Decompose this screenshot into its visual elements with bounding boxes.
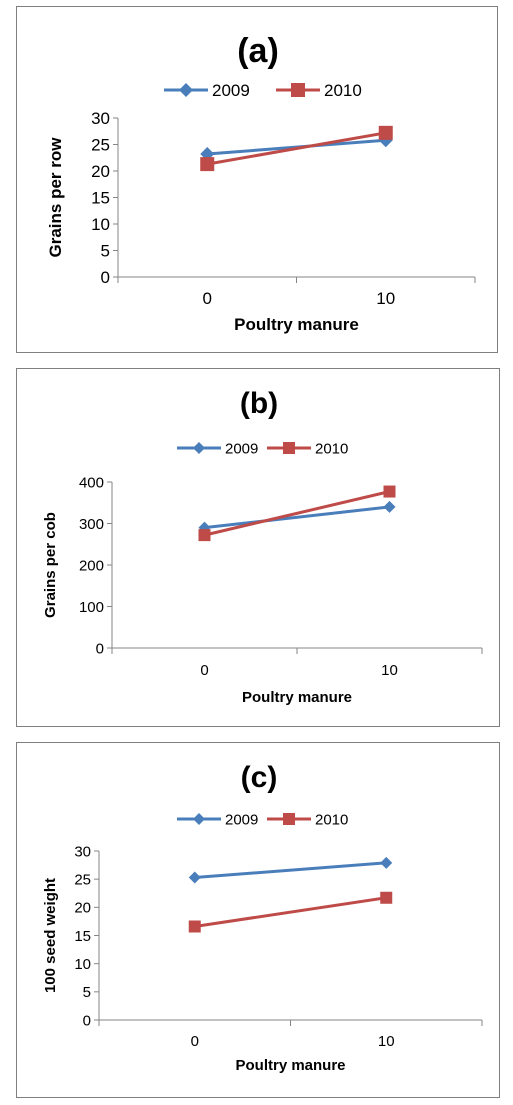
legend-label-2010: 2010 — [324, 81, 362, 100]
chart-b-ytick-label: 400 — [79, 474, 104, 491]
chart-b-title: (b) — [240, 387, 278, 420]
chart-b-y-axis-label: Grains per cob — [42, 512, 59, 618]
chart-panel-c: (c) 2009 2010 0 5 10 15 20 25 30 0 10 Poultry manure… — [16, 742, 500, 1098]
chart-a-ytick-label: 30 — [91, 109, 110, 128]
chart-c-ytick-label: 25 — [74, 871, 91, 888]
chart-b-xtick-label: 0 — [200, 662, 208, 679]
series-line-2010 — [204, 490, 390, 537]
chart-b-ytick-label: 100 — [79, 599, 104, 616]
chart-a-ytick-label: 5 — [101, 241, 110, 260]
legend-label-2009: 2009 — [212, 81, 250, 100]
data-point-2009 — [188, 871, 201, 884]
series-line-2009 — [204, 505, 390, 530]
chart-c-x-axis-label: Poultry manure — [235, 1057, 345, 1074]
legend-marker-2009 — [193, 442, 205, 454]
series-line-2010 — [206, 131, 387, 166]
chart-c-ytick-label: 5 — [83, 984, 91, 1001]
series-line-2010 — [194, 896, 387, 928]
legend-marker-2009 — [193, 813, 205, 825]
data-point-2009 — [383, 500, 396, 513]
chart-c-ytick-label: 10 — [74, 956, 91, 973]
chart-b-x-axis-label: Poultry manure — [242, 689, 352, 706]
data-point-2009 — [198, 521, 211, 534]
data-point-2009 — [380, 856, 393, 869]
chart-a-y-axis-label: Grains per row — [46, 137, 65, 258]
chart-a-svg: (a) 2009 2010 0 5 10 15 20 25 30 0 10 Poultry manure… — [46, 32, 476, 334]
legend-marker-2010 — [291, 83, 305, 97]
legend-marker-2010 — [283, 442, 295, 454]
chart-a-ytick-label: 15 — [91, 188, 110, 207]
chart-a-xtick-label: 0 — [203, 289, 212, 308]
chart-b-xtick-label: 10 — [381, 662, 398, 679]
chart-a-ytick-label: 20 — [91, 162, 110, 181]
legend-marker-2010 — [283, 813, 295, 825]
chart-c-ytick-label: 0 — [83, 1012, 91, 1029]
data-point-2010 — [200, 157, 215, 172]
chart-b-ytick-label: 300 — [79, 516, 104, 533]
chart-b-ytick-label: 200 — [79, 557, 104, 574]
chart-a-x-axis-label: Poultry manure — [234, 315, 359, 334]
chart-a-xtick-label: 10 — [376, 289, 395, 308]
data-point-2010 — [378, 125, 393, 140]
data-point-2010 — [383, 485, 396, 498]
chart-b-svg: (b) 2009 2010 0 100 200 300 400 0 10 Poultry manur… — [42, 387, 483, 706]
legend-label-2009: 2009 — [225, 440, 258, 457]
legend-label-2009: 2009 — [225, 811, 258, 828]
data-point-2010 — [198, 529, 211, 542]
data-point-2010 — [380, 891, 393, 904]
legend-label-2010: 2010 — [315, 811, 348, 828]
legend-label-2010: 2010 — [315, 440, 348, 457]
chart-b-ytick-label: 0 — [96, 640, 104, 657]
chart-c-xtick-label: 0 — [191, 1033, 199, 1050]
chart-c-xtick-label: 10 — [378, 1033, 395, 1050]
chart-c-title: (c) — [241, 761, 278, 794]
series-line-2009 — [194, 861, 387, 879]
chart-c-ytick-label: 15 — [74, 928, 91, 945]
chart-c-svg: (c) 2009 2010 0 5 10 15 20 25 30 0 10 Poultry manure… — [42, 761, 483, 1074]
chart-c-ytick-label: 30 — [74, 843, 91, 860]
chart-c-y-axis-label: 100 seed weight — [42, 878, 59, 993]
chart-a-ytick-label: 25 — [91, 135, 110, 154]
chart-panel-b: (b) 2009 2010 0 100 200 300 400 0 10 Poultry manur… — [16, 368, 500, 727]
chart-c-ytick-label: 20 — [74, 900, 91, 917]
chart-a-ytick-label: 0 — [101, 268, 110, 287]
data-point-2010 — [188, 920, 201, 933]
legend-marker-2009 — [179, 83, 193, 97]
chart-panel-a: (a) 2009 2010 0 5 10 15 20 25 30 0 10 Poultry manure… — [16, 6, 498, 353]
chart-a-title: (a) — [237, 32, 279, 70]
chart-a-ytick-label: 10 — [91, 215, 110, 234]
